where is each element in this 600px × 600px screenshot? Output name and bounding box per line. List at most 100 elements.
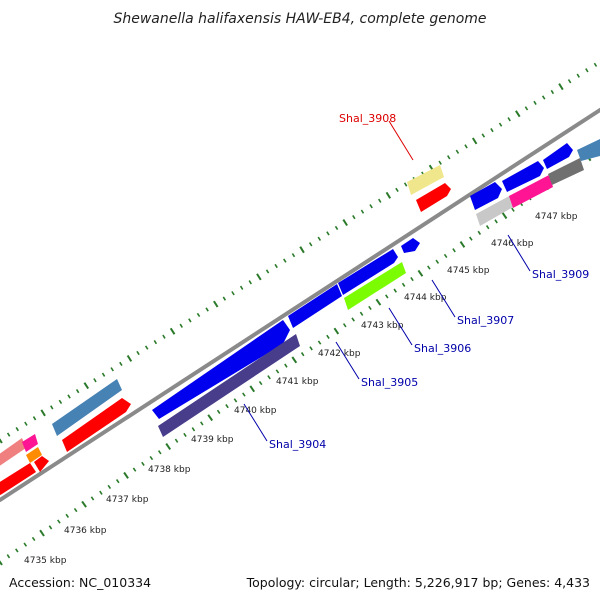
tick-mark [73, 507, 78, 513]
gene-block[interactable] [470, 182, 502, 210]
tick-mark [459, 241, 466, 248]
tick-mark [567, 79, 572, 84]
gene-block[interactable] [407, 165, 444, 195]
gene-label-shal-3906[interactable]: Shal_3906 [414, 342, 471, 355]
tick-mark [153, 339, 158, 345]
leader-line [431, 279, 456, 318]
gene-block[interactable] [344, 262, 406, 310]
tick-label-4739: 4739 kbp [191, 435, 234, 445]
tick-mark [93, 378, 97, 383]
tick-mark [471, 137, 478, 145]
gene-label-shal-3908[interactable]: Shal_3908 [339, 112, 396, 125]
inner-tick-track [0, 149, 599, 566]
gene-block[interactable] [152, 320, 290, 419]
tick-mark [498, 122, 503, 127]
tick-label-4737: 4737 kbp [106, 495, 149, 505]
tick-mark [191, 427, 196, 432]
tick-mark [494, 219, 498, 224]
tick-mark [317, 236, 322, 241]
tick-mark [359, 311, 364, 316]
tick-mark [39, 529, 45, 537]
gene-block[interactable] [509, 175, 553, 208]
tick-mark [83, 382, 90, 390]
tick-mark [50, 405, 54, 410]
tick-mark [242, 392, 246, 397]
tick-label-4741: 4741 kbp [276, 377, 319, 387]
tick-mark [207, 414, 214, 422]
tick-mark [99, 490, 103, 495]
gene-label-shal-3904[interactable]: Shal_3904 [269, 438, 326, 451]
gene-block[interactable] [543, 143, 573, 169]
gene-block[interactable] [401, 238, 420, 253]
leader-line [388, 120, 414, 161]
tick-mark [157, 450, 162, 455]
tick-mark [410, 276, 414, 282]
gene-labels: Shal_3908 Shal_3909 Shal_3907 Shal_3906 … [243, 112, 589, 451]
tick-mark [317, 340, 322, 345]
gene-block[interactable] [0, 438, 26, 469]
tick-mark [239, 285, 244, 290]
gene-block[interactable] [338, 249, 398, 295]
tick-mark [326, 231, 330, 236]
tick-label-4747: 4747 kbp [535, 212, 578, 222]
tick-mark [15, 426, 19, 432]
tick-label-4736: 4736 kbp [64, 526, 107, 536]
tick-mark [40, 409, 46, 417]
tick-mark [401, 282, 406, 287]
gene-block[interactable] [416, 183, 451, 212]
tick-mark [501, 212, 508, 220]
gene-block[interactable] [288, 284, 342, 328]
tick-mark [144, 345, 149, 350]
tick-mark [65, 513, 70, 518]
tick-mark [541, 95, 546, 100]
tick-label-4740: 4740 kbp [234, 406, 277, 416]
gene-block[interactable] [62, 398, 131, 452]
tick-mark [141, 461, 145, 466]
tick-mark [326, 334, 330, 339]
tick-mark [438, 160, 442, 165]
gene-block[interactable] [0, 463, 36, 498]
gene-label-shal-3907[interactable]: Shal_3907 [457, 314, 514, 327]
gene-block[interactable] [22, 434, 38, 452]
tick-mark [149, 455, 154, 461]
tick-mark [256, 273, 262, 281]
tick-mark [32, 416, 37, 421]
gene-features [0, 139, 600, 498]
tick-mark [342, 323, 347, 328]
tick-mark [179, 323, 183, 328]
tick-label-4744: 4744 kbp [404, 293, 447, 303]
tick-mark [216, 409, 221, 414]
tick-labels: 4735 kbp 4736 kbp 4737 kbp 4738 kbp 4739… [24, 212, 578, 566]
gene-block[interactable] [26, 447, 42, 463]
leader-line [388, 307, 413, 346]
tick-mark [174, 438, 179, 443]
gene-block[interactable] [577, 139, 600, 161]
gene-block[interactable] [158, 334, 300, 437]
tick-mark [284, 363, 288, 368]
gene-block[interactable] [34, 456, 49, 472]
tick-mark [511, 207, 515, 212]
gene-label-shal-3909[interactable]: Shal_3909 [532, 268, 589, 281]
tick-mark [196, 312, 201, 318]
gene-block[interactable] [476, 195, 515, 226]
tick-mark [200, 421, 204, 426]
tick-mark [274, 263, 278, 269]
tick-mark [291, 356, 298, 364]
gene-block[interactable] [52, 379, 122, 436]
tick-mark [0, 560, 3, 566]
tick-mark [342, 219, 348, 227]
tick-mark [265, 269, 270, 274]
tick-mark [300, 352, 305, 357]
genome-summary-text: Topology: circular; Length: 5,226,917 bp… [246, 575, 590, 590]
tick-mark [67, 394, 71, 399]
tick-mark [481, 133, 486, 138]
gene-block[interactable] [548, 158, 584, 185]
tick-mark [576, 73, 580, 78]
gene-block[interactable] [502, 161, 544, 192]
tick-mark [101, 372, 106, 377]
tick-mark [299, 246, 305, 254]
gene-label-shal-3905[interactable]: Shal_3905 [361, 376, 418, 389]
leader-line [507, 234, 531, 272]
tick-mark [507, 117, 511, 122]
tick-mark [352, 214, 356, 220]
